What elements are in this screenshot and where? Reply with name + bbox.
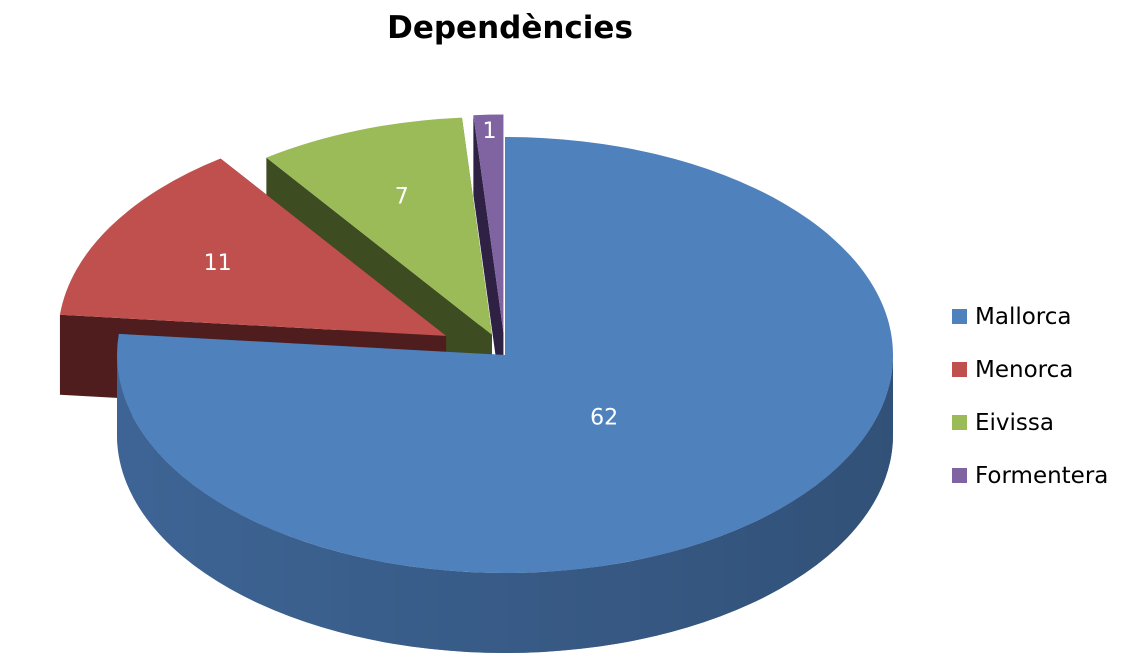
- slice-top-formentera: [473, 114, 504, 333]
- slice-mallorca: [116, 137, 893, 653]
- slice-top-eivissa: [266, 117, 493, 335]
- slice-top-mallorca: [116, 137, 893, 573]
- slice-formentera: [473, 114, 504, 413]
- data-label-eivissa: 7: [395, 185, 409, 210]
- data-label-formentera: 1: [482, 119, 496, 144]
- slice-side-tint-mallorca: [117, 355, 893, 653]
- pie-slices: 62 11 7 1: [59, 114, 893, 653]
- legend-item-formentera: Formentera: [952, 449, 1108, 502]
- legend-item-mallorca: Mallorca: [952, 290, 1108, 343]
- legend-item-eivissa: Eivissa: [952, 396, 1108, 449]
- data-label-menorca: 11: [204, 251, 232, 276]
- legend-swatch-mallorca: [952, 309, 967, 324]
- chart-legend: Mallorca Menorca Eivissa Formentera: [952, 290, 1108, 502]
- legend-swatch-menorca: [952, 362, 967, 377]
- slice-top-menorca: [59, 158, 447, 336]
- legend-label-eivissa: Eivissa: [975, 409, 1054, 436]
- legend-label-menorca: Menorca: [975, 356, 1074, 383]
- legend-label-formentera: Formentera: [975, 462, 1109, 489]
- legend-item-menorca: Menorca: [952, 343, 1108, 396]
- data-label-mallorca: 62: [590, 405, 618, 430]
- slice-wall-formentera-0: [473, 115, 504, 413]
- legend-swatch-formentera: [952, 468, 967, 483]
- legend-label-mallorca: Mallorca: [975, 303, 1072, 330]
- legend-swatch-eivissa: [952, 415, 967, 430]
- slice-side-shade-mallorca: [117, 355, 893, 653]
- chart-title: Dependències: [387, 10, 633, 46]
